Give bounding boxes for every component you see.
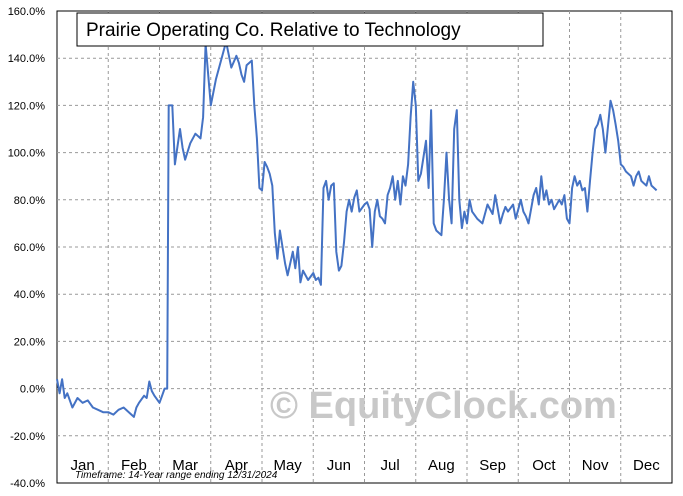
x-tick-label: Sep [479,457,506,474]
chart-title: Prairie Operating Co. Relative to Techno… [86,20,461,41]
x-tick-label: Jul [381,457,400,474]
gridlines [57,11,672,483]
x-tick-label: Mar [172,457,198,474]
timeframe-footnote: Timeframe: 14-Year range ending 12/31/20… [75,470,278,481]
x-tick-label: May [273,457,302,474]
y-tick-label: 160.0% [8,6,46,18]
watermark: © EquityClock.com [270,385,617,427]
series-line [56,40,658,418]
x-tick-label: Jun [327,457,351,474]
y-tick-label: 140.0% [8,53,46,65]
x-tick-label: Nov [582,457,609,474]
x-tick-label: Dec [633,457,660,474]
x-tick-label: Jan [71,457,95,474]
x-axis: Jan Feb Mar Apr May Jun Jul Aug Sep Oct Nov Dec [71,457,661,474]
y-tick-label: 100.0% [8,148,46,160]
y-axis: 160.0% 140.0% 120.0% 100.0% 80.0% 60.0% 40.0% 2… [8,6,46,490]
y-tick-label: -40.0% [10,478,45,490]
y-tick-label: 120.0% [8,100,46,112]
y-tick-label: 80.0% [14,195,45,207]
x-tick-label: Oct [532,457,556,474]
y-tick-label: -20.0% [10,431,45,443]
y-tick-label: 60.0% [14,242,45,254]
chart-title-box: Prairie Operating Co. Relative to Techno… [76,12,544,47]
y-tick-label: 20.0% [14,336,45,348]
x-tick-label: Feb [121,457,147,474]
x-tick-label: Apr [225,457,248,474]
y-tick-label: 40.0% [14,289,45,301]
x-tick-label: Aug [428,457,455,474]
y-tick-label: 0.0% [20,384,45,396]
